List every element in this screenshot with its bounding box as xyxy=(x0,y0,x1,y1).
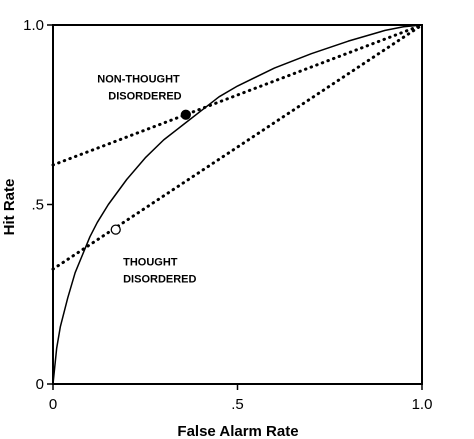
roc-curve xyxy=(52,24,423,385)
chance-line-1 xyxy=(51,23,424,167)
annotation-line: DISORDERED xyxy=(123,274,196,286)
annotation-line: NON-THOUGHT xyxy=(97,73,180,85)
y-tick-label: 0 xyxy=(36,376,44,393)
annotation-line: THOUGHT xyxy=(123,257,178,269)
y-tick-label: .5 xyxy=(31,197,44,214)
annotation-0: NON-THOUGHT DISORDERED xyxy=(97,73,181,102)
y-tick-label: 1.0 xyxy=(23,17,44,34)
plot-area: NON-THOUGHT DISORDERED THOUGHT DISORDERED xyxy=(51,23,424,385)
x-tick-label: .5 xyxy=(231,396,244,413)
y-axis-title: Hit Rate xyxy=(1,179,18,236)
data-point-filled xyxy=(180,109,191,120)
chance-line-2 xyxy=(51,23,424,271)
axes: 0 .5 1.0 0 .5 1.0 xyxy=(23,17,432,413)
x-axis-title: False Alarm Rate xyxy=(177,423,298,439)
annotation-1: THOUGHT DISORDERED xyxy=(123,257,196,286)
annotation-line: DISORDERED xyxy=(108,90,181,102)
x-tick-label: 0 xyxy=(49,396,57,413)
x-tick-label: 1.0 xyxy=(412,396,433,413)
data-point-open xyxy=(110,224,121,235)
